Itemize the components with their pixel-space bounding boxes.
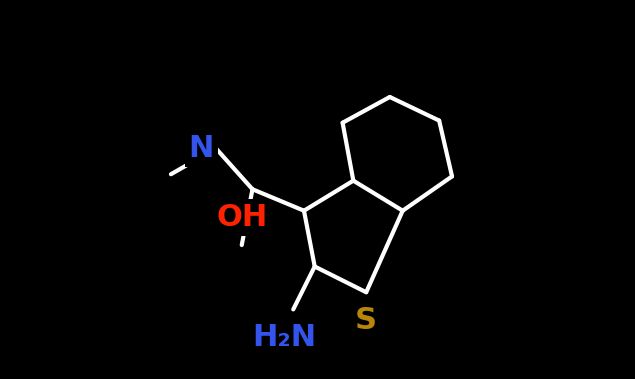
- Text: H₂N: H₂N: [253, 323, 317, 352]
- Text: OH: OH: [216, 203, 267, 232]
- Text: N: N: [189, 134, 214, 163]
- Text: S: S: [355, 306, 377, 335]
